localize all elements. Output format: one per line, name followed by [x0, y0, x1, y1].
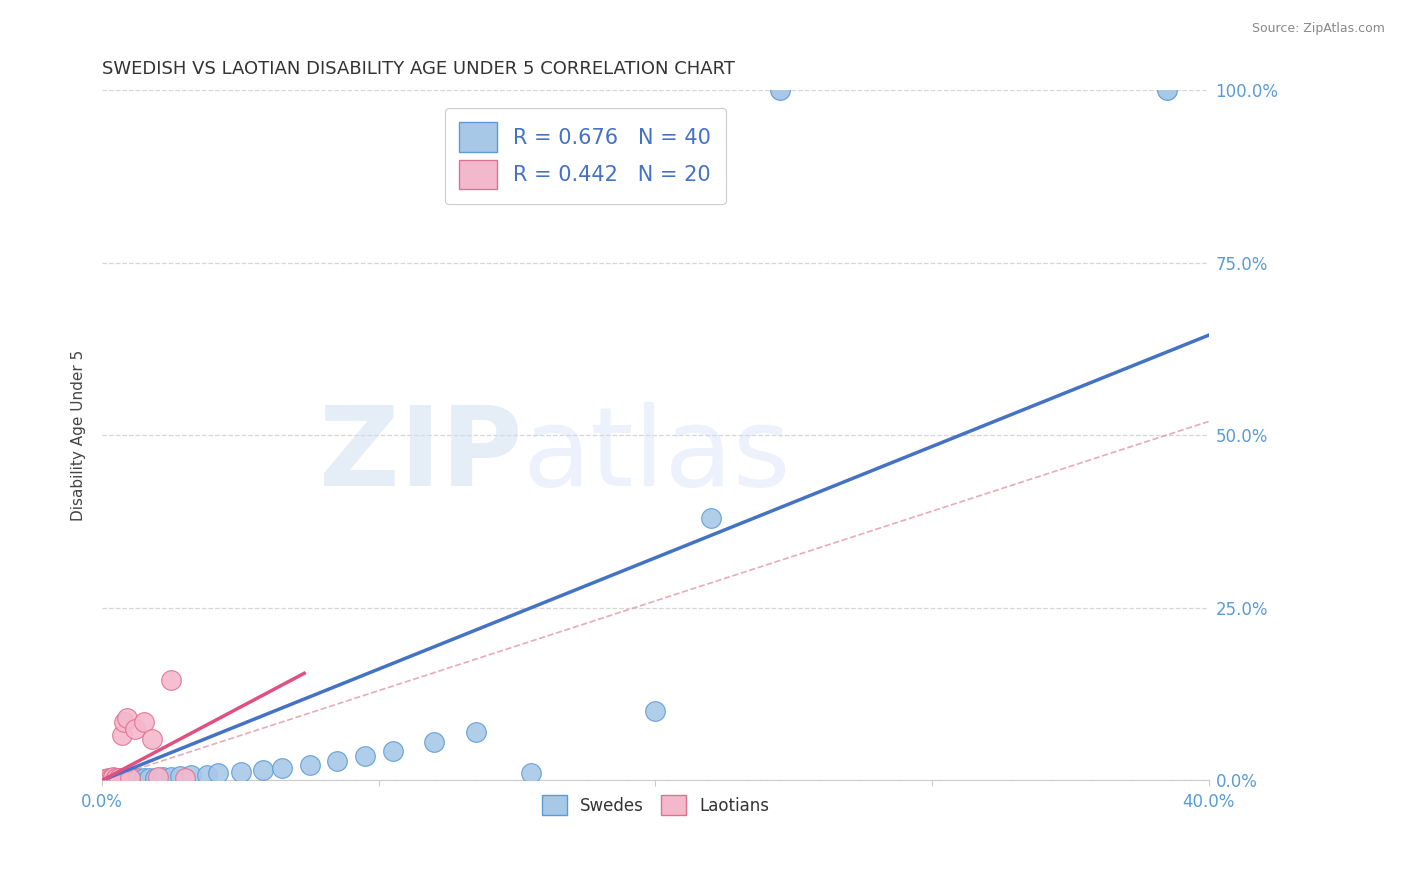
Point — [100, 772, 122, 786]
Point — [103, 771, 125, 785]
Point — [152, 770, 174, 784]
Point — [127, 771, 149, 785]
Point — [229, 764, 252, 779]
Point — [298, 758, 321, 772]
Point — [108, 772, 131, 786]
Point — [326, 754, 349, 768]
Point — [143, 771, 166, 785]
Point — [100, 771, 122, 785]
Point — [169, 769, 191, 783]
Point — [121, 771, 143, 785]
Point — [103, 771, 125, 785]
Point — [115, 772, 138, 786]
Point — [699, 511, 721, 525]
Point — [112, 714, 135, 729]
Text: atlas: atlas — [523, 402, 792, 509]
Point — [252, 763, 274, 777]
Point — [118, 771, 141, 785]
Y-axis label: Disability Age Under 5: Disability Age Under 5 — [72, 350, 86, 521]
Text: ZIP: ZIP — [319, 402, 523, 509]
Point — [110, 771, 132, 785]
Point — [105, 771, 128, 785]
Text: SWEDISH VS LAOTIAN DISABILITY AGE UNDER 5 CORRELATION CHART: SWEDISH VS LAOTIAN DISABILITY AGE UNDER … — [103, 60, 735, 78]
Point — [138, 771, 160, 785]
Point — [94, 772, 117, 786]
Point — [464, 725, 486, 739]
Point — [124, 722, 146, 736]
Point — [174, 771, 197, 785]
Legend: Swedes, Laotians: Swedes, Laotians — [533, 787, 778, 823]
Point — [108, 771, 131, 785]
Point — [160, 673, 183, 688]
Point — [160, 770, 183, 784]
Text: Source: ZipAtlas.com: Source: ZipAtlas.com — [1251, 22, 1385, 36]
Point — [97, 771, 120, 785]
Point — [180, 768, 202, 782]
Point — [105, 772, 128, 786]
Point — [118, 771, 141, 785]
Point — [105, 771, 128, 785]
Point — [354, 749, 377, 764]
Point — [112, 771, 135, 785]
Point — [124, 771, 146, 785]
Point — [769, 83, 792, 97]
Point — [97, 772, 120, 786]
Point — [105, 771, 128, 785]
Point — [146, 770, 169, 784]
Point — [520, 766, 543, 780]
Point — [132, 714, 155, 729]
Point — [423, 735, 446, 749]
Point — [207, 766, 229, 780]
Point — [100, 771, 122, 785]
Point — [110, 728, 132, 742]
Point — [115, 711, 138, 725]
Point — [100, 771, 122, 785]
Point — [195, 768, 218, 782]
Point — [1156, 83, 1178, 97]
Point — [112, 771, 135, 785]
Point — [97, 772, 120, 786]
Point — [141, 731, 163, 746]
Point — [644, 704, 666, 718]
Point — [110, 772, 132, 786]
Point — [132, 771, 155, 785]
Point — [103, 772, 125, 786]
Point — [103, 770, 125, 784]
Point — [94, 772, 117, 786]
Point — [381, 744, 404, 758]
Point — [271, 761, 294, 775]
Point — [108, 771, 131, 785]
